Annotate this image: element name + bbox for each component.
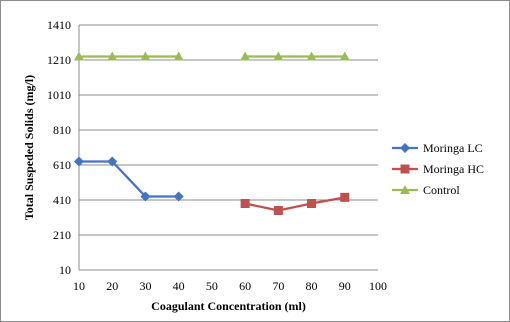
y-tick-label: 1410 — [47, 18, 71, 32]
data-point — [400, 143, 410, 153]
data-point — [339, 51, 350, 61]
data-point — [140, 51, 151, 61]
y-tick-label: 1010 — [47, 88, 71, 102]
data-point — [107, 156, 118, 167]
series-control — [74, 51, 350, 61]
axes — [78, 25, 378, 271]
y-tick-label: 210 — [53, 228, 71, 242]
data-point — [74, 51, 84, 61]
y-tick-label: 610 — [53, 158, 71, 172]
data-point — [107, 51, 118, 61]
x-tick-label: 20 — [106, 279, 118, 293]
y-tick-label: 10 — [59, 263, 71, 277]
x-tick-label: 10 — [73, 279, 85, 293]
x-tick-label: 90 — [339, 279, 351, 293]
legend: Moringa LC Moringa HC Control — [392, 141, 484, 197]
x-tick-label: 30 — [139, 279, 151, 293]
tick-labels: 10 210 410 610 810 1010 1210 1410 10 20 30 40 50 60 70… — [47, 18, 387, 293]
gridlines — [79, 24, 378, 271]
data-point — [400, 185, 410, 194]
x-tick-label: 80 — [306, 279, 318, 293]
x-axis-title: Coagulant Concentration (ml) — [151, 299, 306, 313]
series-line — [244, 196, 345, 212]
data-point — [306, 51, 317, 61]
series-moringa-hc — [240, 192, 350, 215]
data-point — [273, 206, 283, 215]
x-tick-label: 50 — [206, 279, 218, 293]
data-point — [240, 199, 250, 208]
data-point — [173, 51, 184, 61]
data-point — [173, 191, 184, 202]
data-point — [307, 199, 317, 208]
legend-label: Moringa HC — [423, 162, 484, 176]
legend-item: Moringa HC — [392, 162, 484, 176]
y-axis-title: Total Suspeded Solids (mg/l) — [22, 75, 36, 220]
legend-label: Moringa LC — [423, 141, 483, 155]
legend-item: Moringa LC — [392, 141, 483, 155]
series-moringa-lc — [74, 156, 184, 202]
x-tick-label: 100 — [369, 279, 387, 293]
data-point — [273, 51, 284, 61]
data-point — [74, 156, 84, 167]
x-tick-label: 70 — [272, 279, 284, 293]
y-tick-label: 1210 — [47, 53, 71, 67]
data-point — [340, 192, 350, 202]
data-point — [400, 164, 410, 174]
legend-item: Control — [392, 183, 460, 197]
x-tick-label: 40 — [173, 279, 185, 293]
data-point — [240, 51, 251, 61]
series-line — [79, 160, 179, 198]
series-group — [74, 51, 350, 215]
data-point — [140, 191, 151, 202]
x-tick-label: 60 — [239, 279, 251, 293]
y-tick-label: 810 — [53, 123, 71, 137]
y-tick-label: 410 — [53, 193, 71, 207]
legend-label: Control — [423, 183, 460, 197]
